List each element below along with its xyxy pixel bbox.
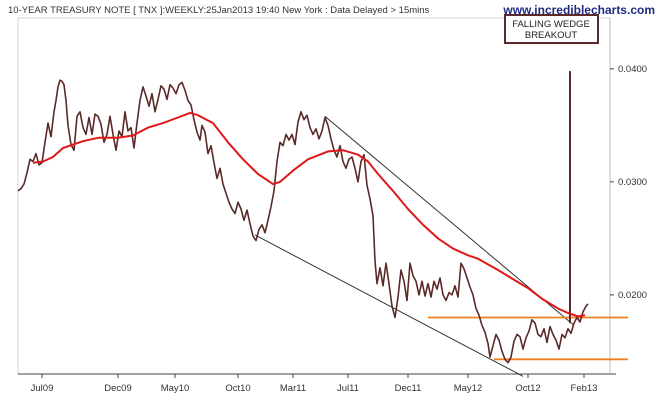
x-tick-label: Dec11 — [395, 383, 422, 394]
y-tick-label: 0.0300 — [618, 177, 647, 188]
x-tick-label: Dec09 — [104, 383, 131, 394]
annotation-line-1: FALLING WEDGE — [512, 19, 590, 30]
x-tick-label: May10 — [161, 383, 190, 394]
x-tick-label: Jul09 — [31, 383, 54, 394]
moving-average-line — [32, 111, 586, 318]
price-series-line — [17, 79, 589, 364]
x-tick-label: Oct10 — [225, 383, 250, 394]
lower-wedge-line — [254, 234, 524, 377]
breakout-annotation: FALLING WEDGE BREAKOUT — [504, 14, 599, 44]
x-tick-label: May12 — [454, 383, 483, 394]
x-tick-label: Feb13 — [571, 383, 598, 394]
annotation-line-2: BREAKOUT — [525, 30, 577, 41]
watermark: www.incrediblecharts.com — [502, 3, 655, 17]
x-tick-label: Mar11 — [280, 383, 306, 394]
x-tick-label: Jul11 — [337, 383, 359, 394]
y-tick-label: 0.0400 — [618, 64, 647, 75]
chart-header: 10-YEAR TREASURY NOTE [ TNX ]:WEEKLY:25J… — [8, 5, 430, 16]
annotation-box — [504, 14, 599, 44]
y-tick-label: 0.0200 — [618, 290, 647, 301]
x-tick-label: Oct12 — [515, 383, 540, 394]
